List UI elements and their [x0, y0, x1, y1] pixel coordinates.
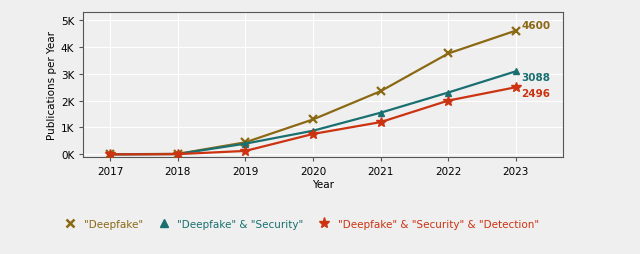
Y-axis label: Publications per Year: Publications per Year [47, 31, 56, 139]
X-axis label: Year: Year [312, 179, 334, 189]
Text: 4600: 4600 [522, 21, 550, 31]
Text: 3088: 3088 [522, 73, 550, 83]
Legend: "Deepfake", "Deepfake" & "Security", "Deepfake" & "Security" & "Detection": "Deepfake", "Deepfake" & "Security", "De… [56, 215, 543, 233]
Text: 2496: 2496 [522, 89, 550, 99]
